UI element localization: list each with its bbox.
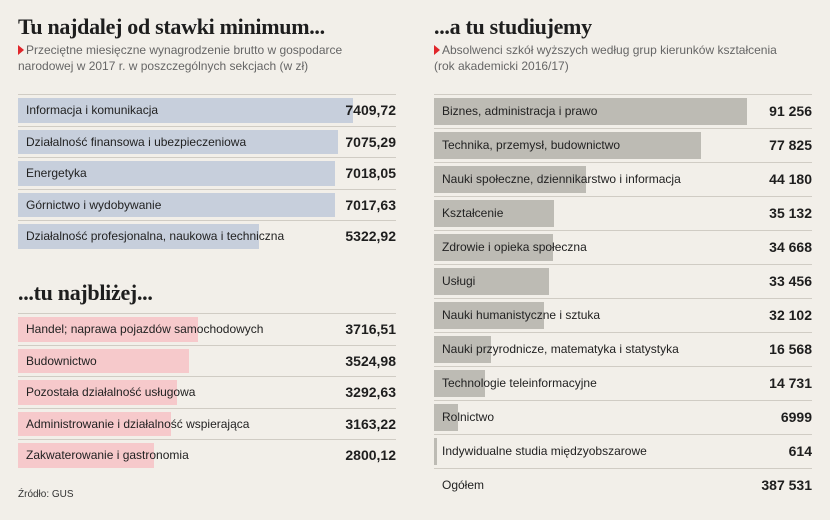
bar-value: 44 180 (769, 171, 812, 187)
bar-value: 14 731 (769, 375, 812, 391)
bar (434, 438, 437, 465)
total-row: Ogółem 387 531 (434, 468, 812, 502)
bar (18, 411, 172, 436)
bar-value: 7075,29 (345, 133, 396, 150)
bar-label: Indywidualne studia międzyobszarowe (442, 444, 647, 458)
bar-row: Nauki humanistyczne i sztuka 32 102 (434, 298, 812, 332)
bar-value: 91 256 (769, 103, 812, 119)
bar (434, 370, 485, 397)
bar (18, 348, 189, 373)
arrow-icon (434, 45, 440, 55)
bar-label: Zakwaterowanie i gastronomia (26, 448, 189, 462)
bar (18, 192, 336, 217)
bar (434, 336, 491, 363)
bar-value: 3716,51 (345, 321, 396, 337)
bar-value: 32 102 (769, 307, 812, 323)
bar-row: Nauki przyrodnicze, matematyka i statyst… (434, 332, 812, 366)
bar-value: 77 825 (769, 137, 812, 153)
bar-label: Nauki społeczne, dziennikarstwo i inform… (442, 172, 681, 186)
bar-row: Kształcenie 35 132 (434, 196, 812, 230)
bar-label: Górnictwo i wydobywanie (26, 197, 162, 212)
chart-title-highest: Tu najdalej od stawki minimum... (18, 14, 325, 39)
bar-value: 35 132 (769, 205, 812, 221)
bar (434, 200, 555, 227)
bar-value: 33 456 (769, 273, 812, 289)
bar-value: 2800,12 (345, 447, 396, 463)
bar-value: 614 (788, 443, 812, 459)
bar-label: Pozostała działalność usługowa (26, 385, 196, 399)
bar-label: Zdrowie i opieka społeczna (442, 240, 587, 254)
bar-row: Pozostała działalność usługowa 3292,63 (18, 376, 396, 408)
bar-value: 7017,63 (345, 196, 396, 213)
chart-subtitle-graduates: Absolwenci szkół wyższych według grup ki… (434, 42, 794, 74)
bar (434, 302, 545, 329)
bar-row: Nauki społeczne, dziennikarstwo i inform… (434, 162, 812, 196)
bar-row: Informacja i komunikacja 7409,72 (18, 94, 396, 126)
bar (18, 317, 198, 342)
bar-row: Technika, przemysł, budownictwo 77 825 (434, 128, 812, 162)
bar (434, 166, 586, 193)
chart-subtitle-wages: Przeciętne miesięczne wynagrodzenie brut… (18, 42, 378, 74)
bar-value: 3163,22 (345, 415, 396, 432)
bar (434, 234, 553, 261)
bar-row: Budownictwo 3524,98 (18, 344, 396, 377)
bar-row: Rolnictwo 6999 (434, 400, 812, 434)
bar-label: Działalność profesjonalna, naukowa i tec… (26, 229, 285, 243)
bar-row: Działalność profesjonalna, naukowa i tec… (18, 220, 396, 252)
bar-row: Usługi 33 456 (434, 264, 812, 298)
bar (434, 98, 747, 125)
bar-label: Technika, przemysł, budownictwo (442, 138, 621, 152)
bar-row: Energetyka 7018,05 (18, 157, 396, 189)
bar-label: Administrowanie i działalność wspierając… (26, 416, 250, 431)
left-panel: Tu najdalej od stawki minimum... Przecię… (18, 14, 398, 468)
total-label: Ogółem (442, 478, 485, 492)
bar-label: Energetyka (26, 166, 87, 180)
bar (434, 404, 458, 431)
right-panel: ...a tu studiujemy Absolwenci szkół wyżs… (434, 14, 814, 493)
total-value: 387 531 (761, 477, 812, 493)
bar-value: 3292,63 (345, 384, 396, 400)
arrow-icon (18, 45, 24, 55)
bar-label: Rolnictwo (442, 410, 495, 424)
bar-row: Górnictwo i wydobywanie 7017,63 (18, 188, 396, 221)
bar (18, 161, 336, 186)
bar-label: Nauki przyrodnicze, matematyka i statyst… (442, 342, 679, 356)
bar-value: 34 668 (769, 239, 812, 255)
subtitle-text: Przeciętne miesięczne wynagrodzenie brut… (18, 43, 343, 73)
bar (18, 98, 353, 123)
bar-label: Technologie teleinformacyjne (442, 376, 597, 390)
chart-title-lowest: ...tu najbliżej... (18, 280, 153, 305)
bar-value: 3524,98 (345, 352, 396, 369)
subtitle-text: Absolwenci szkół wyższych według grup ki… (434, 43, 777, 73)
bar-row: Biznes, administracja i prawo 91 256 (434, 94, 812, 128)
bar (18, 129, 338, 154)
bar-row: Zakwaterowanie i gastronomia 2800,12 (18, 439, 396, 471)
bar-label: Działalność finansowa i ubezpieczeniowa (26, 134, 247, 149)
bar-value: 7409,72 (345, 102, 396, 118)
bar-label: Biznes, administracja i prawo (442, 104, 598, 118)
bar (434, 268, 549, 295)
bar-value: 5322,92 (345, 228, 396, 244)
bar-value: 6999 (780, 409, 812, 425)
bar-label: Informacja i komunikacja (26, 103, 159, 117)
bar (434, 132, 701, 159)
chart-title-studies: ...a tu studiujemy (434, 14, 592, 39)
bar-row: Działalność finansowa i ubezpieczeniowa 7… (18, 125, 396, 158)
bar-value: 16 568 (769, 341, 812, 357)
bar-row: Technologie teleinformacyjne 14 731 (434, 366, 812, 400)
bar (18, 443, 154, 468)
bar-label: Nauki humanistyczne i sztuka (442, 308, 601, 322)
bar-label: Usługi (442, 274, 476, 288)
bar-row: Handel; naprawa pojazdów samochodowych 37… (18, 313, 396, 345)
bar-label: Handel; naprawa pojazdów samochodowych (26, 322, 264, 336)
bar-label: Budownictwo (26, 353, 97, 368)
bar-row: Administrowanie i działalność wspierając… (18, 407, 396, 440)
bar-row: Zdrowie i opieka społeczna 34 668 (434, 230, 812, 264)
bar-label: Kształcenie (442, 206, 504, 220)
bar (18, 224, 259, 249)
bar-value: 7018,05 (345, 165, 396, 181)
bar (18, 380, 178, 405)
bar-row: Indywidualne studia międzyobszarowe 614 (434, 434, 812, 468)
source-note: Źródło: GUS (18, 489, 74, 500)
